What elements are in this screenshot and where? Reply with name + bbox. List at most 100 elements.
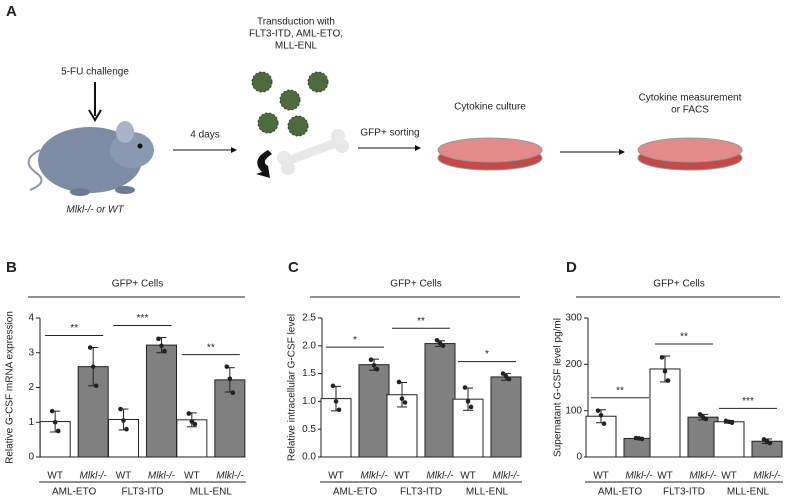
panel-letter: C bbox=[288, 259, 299, 276]
bar-label: Mlkl-/- bbox=[492, 471, 520, 482]
label: Cytokine culture bbox=[454, 102, 526, 113]
arrowhead bbox=[231, 147, 237, 153]
y-tick-label: 4 bbox=[28, 313, 34, 324]
data-point bbox=[121, 418, 126, 423]
virus-illustration bbox=[251, 71, 329, 137]
data-point bbox=[55, 428, 61, 434]
significance-label: ** bbox=[616, 385, 624, 396]
bar-label: WT bbox=[47, 471, 63, 482]
significance-label: * bbox=[353, 335, 357, 346]
panel-letter: B bbox=[6, 259, 17, 276]
data-point bbox=[224, 364, 230, 369]
y-tick-label: 2 bbox=[28, 382, 34, 393]
y-tick-label: 1.0 bbox=[302, 396, 316, 407]
data-point bbox=[87, 345, 93, 350]
data-point bbox=[192, 421, 198, 427]
y-tick-label: 200 bbox=[565, 359, 582, 370]
data-point bbox=[399, 396, 405, 401]
y-tick-label: 0 bbox=[28, 452, 34, 463]
significance-label: ** bbox=[417, 316, 425, 327]
data-point bbox=[368, 357, 374, 363]
panel-letter: A bbox=[6, 3, 17, 20]
group-label: FLT3-ITD bbox=[663, 487, 705, 498]
curved-arrow bbox=[256, 150, 272, 178]
significance-label: *** bbox=[137, 313, 149, 324]
group-label: FLT3-ITD bbox=[121, 487, 163, 498]
bar bbox=[214, 379, 246, 458]
data-point bbox=[595, 408, 601, 413]
label: Transduction with bbox=[257, 17, 335, 28]
data-point bbox=[159, 343, 164, 349]
significance-label: ** bbox=[680, 332, 688, 343]
bar-label: WT bbox=[460, 471, 476, 482]
data-point bbox=[124, 426, 129, 432]
label: Mlkl-/- or WT bbox=[66, 205, 124, 216]
group-label: AML-ETO bbox=[333, 487, 377, 498]
bar bbox=[649, 368, 681, 458]
data-point bbox=[330, 383, 336, 389]
arrowhead bbox=[415, 145, 421, 151]
data-point bbox=[598, 413, 604, 418]
bar bbox=[713, 421, 745, 458]
data-point bbox=[186, 411, 192, 416]
label: 4 days bbox=[190, 130, 219, 141]
data-point bbox=[374, 366, 380, 372]
y-tick-label: 100 bbox=[565, 405, 582, 416]
bar bbox=[146, 344, 177, 458]
data-point bbox=[465, 399, 471, 404]
arrowhead bbox=[88, 109, 102, 122]
arrowhead bbox=[619, 149, 625, 155]
y-tick-label: 0.5 bbox=[302, 424, 316, 435]
significance-label: ** bbox=[207, 342, 215, 353]
data-point bbox=[371, 362, 377, 368]
bar-label: Mlkl-/- bbox=[689, 471, 717, 482]
y-tick-label: 3 bbox=[28, 347, 34, 358]
bar-label: WT bbox=[394, 471, 410, 482]
data-point bbox=[93, 383, 99, 389]
bar-label: WT bbox=[721, 471, 737, 482]
bar-label: Mlkl-/- bbox=[753, 471, 781, 482]
panel-header: GFP+ Cells bbox=[390, 279, 441, 290]
significance-label: ** bbox=[70, 323, 78, 334]
data-point bbox=[506, 376, 512, 382]
data-point bbox=[162, 348, 167, 354]
data-point bbox=[49, 408, 55, 414]
y-tick-label: 300 bbox=[565, 313, 582, 324]
data-point bbox=[500, 371, 506, 376]
bar-label: Mlkl-/- bbox=[80, 471, 108, 482]
label: 5-FU challenge bbox=[61, 67, 129, 78]
data-point bbox=[703, 416, 709, 422]
data-point bbox=[336, 407, 342, 413]
petri-dish bbox=[637, 137, 743, 171]
significance-label: * bbox=[485, 349, 489, 360]
data-point bbox=[434, 337, 440, 343]
y-axis-label: Supernatant G-CSF level pg/ml bbox=[553, 318, 564, 457]
data-point bbox=[230, 390, 236, 396]
bar-label: Mlkl-/- bbox=[426, 471, 454, 482]
bar bbox=[424, 343, 456, 458]
label: GFP+ sorting bbox=[360, 128, 419, 139]
data-point bbox=[767, 440, 773, 446]
bar-label: WT bbox=[116, 471, 132, 482]
bar bbox=[358, 364, 390, 458]
y-tick-label: 2.0 bbox=[302, 340, 316, 351]
group-label: MLL-ENL bbox=[727, 487, 770, 498]
y-tick-label: 0.0 bbox=[302, 452, 316, 463]
bar-label: WT bbox=[184, 471, 200, 482]
label: FLT3-ITD, AML-ETO, bbox=[249, 29, 343, 40]
data-point bbox=[440, 343, 446, 349]
significance-label: *** bbox=[742, 396, 754, 407]
data-point bbox=[52, 419, 58, 425]
group-label: AML-ETO bbox=[598, 487, 642, 498]
data-point bbox=[156, 336, 161, 342]
label: MLL-ENL bbox=[275, 41, 318, 52]
group-label: FLT3-ITD bbox=[400, 487, 442, 498]
data-point bbox=[402, 400, 408, 405]
y-tick-label: 1.5 bbox=[302, 368, 316, 379]
group-label: AML-ETO bbox=[52, 487, 96, 498]
data-point bbox=[396, 379, 402, 385]
group-label: MLL-ENL bbox=[466, 487, 509, 498]
data-point bbox=[659, 355, 665, 360]
y-tick-label: 0 bbox=[576, 452, 582, 463]
